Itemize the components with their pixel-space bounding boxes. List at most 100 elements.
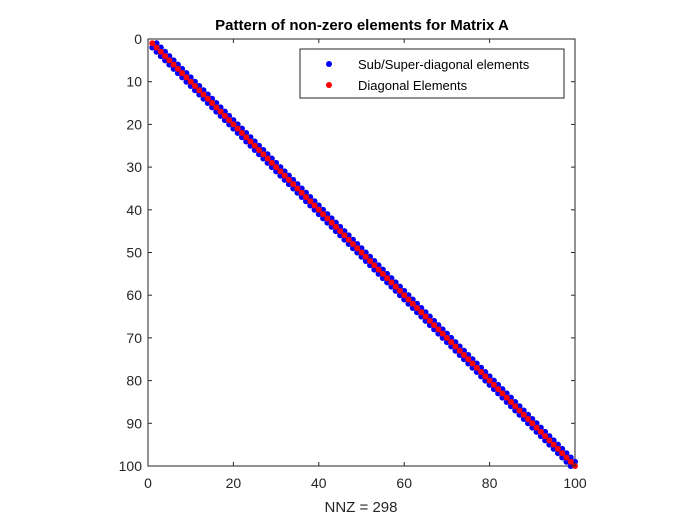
x-axis-label: NNZ = 298 (325, 499, 398, 516)
sub-diagonal-point (452, 347, 459, 354)
super-diagonal-point (537, 424, 544, 431)
sub-diagonal-point (324, 219, 331, 226)
diagonal-point (204, 95, 211, 102)
diagonal-point (243, 134, 250, 141)
sub-diagonal-point (238, 134, 245, 141)
sub-diagonal-point (298, 193, 305, 200)
super-diagonal-point (495, 381, 502, 388)
sub-diagonal-point (213, 108, 220, 115)
sub-diagonal-point (268, 164, 275, 171)
super-diagonal-point (204, 91, 211, 98)
diagonal-point (465, 356, 472, 363)
sub-diagonal-point (516, 411, 523, 418)
diagonal-point (268, 159, 275, 166)
diagonal-point (273, 164, 280, 171)
super-diagonal-point (388, 275, 395, 282)
diagonal-point (226, 117, 233, 124)
diagonal-point (367, 258, 374, 265)
diagonal-point (260, 151, 267, 158)
sub-diagonal-point (183, 78, 190, 85)
super-diagonal-point (290, 176, 297, 183)
diagonal-point (358, 249, 365, 256)
super-diagonal-point (567, 454, 574, 461)
sub-diagonal-point (559, 454, 566, 461)
diagonal-point (281, 172, 288, 179)
diagonal-point (503, 394, 510, 401)
sub-diagonal-point (290, 185, 297, 192)
sub-diagonal-point (311, 206, 318, 213)
super-diagonal-point (260, 147, 267, 154)
sub-diagonal-point (153, 48, 160, 55)
super-diagonal-point (448, 334, 455, 341)
diagonal-point (384, 275, 391, 282)
super-diagonal-point (221, 108, 228, 115)
diagonal-point (405, 296, 412, 303)
super-diagonal-point (422, 309, 429, 316)
y-tick-label: 100 (119, 458, 143, 474)
sub-diagonal-point (264, 159, 271, 166)
diagonal-point (469, 360, 476, 367)
diagonal-point (512, 403, 519, 410)
super-diagonal-point (247, 134, 254, 141)
legend-marker (326, 61, 332, 67)
super-diagonal-point (311, 198, 318, 205)
super-diagonal-point (298, 185, 305, 192)
sub-diagonal-point (482, 377, 489, 384)
super-diagonal-point (520, 407, 527, 414)
diagonal-point (149, 40, 156, 47)
diagonal-point (490, 381, 497, 388)
sub-diagonal-point (170, 65, 177, 72)
sub-diagonal-point (405, 300, 412, 307)
sub-diagonal-point (550, 445, 557, 452)
super-diagonal-point (166, 53, 173, 60)
diagonal-point (362, 253, 369, 260)
super-diagonal-point (550, 437, 557, 444)
sub-diagonal-point (221, 117, 228, 124)
diagonal-point (298, 189, 305, 196)
sub-diagonal-point (320, 215, 327, 222)
super-diagonal-point (503, 390, 510, 397)
sub-diagonal-point (328, 223, 335, 230)
sub-diagonal-point (448, 343, 455, 350)
super-diagonal-point (529, 416, 536, 423)
diagonal-point (499, 390, 506, 397)
sub-diagonal-point (307, 202, 314, 209)
x-tick-label: 80 (482, 475, 498, 491)
y-tick-label: 0 (134, 31, 142, 47)
sub-diagonal-point (388, 283, 395, 290)
super-diagonal-point (486, 373, 493, 380)
sub-diagonal-point (302, 198, 309, 205)
sub-diagonal-point (187, 82, 194, 89)
super-diagonal-point (256, 142, 263, 149)
sub-diagonal-point (332, 228, 339, 235)
diagonal-point (230, 121, 237, 128)
super-diagonal-point (332, 219, 339, 226)
super-diagonal-point (234, 121, 241, 128)
y-tick-label: 30 (126, 159, 142, 175)
diagonal-point (507, 398, 514, 405)
diagonal-point (196, 87, 203, 94)
diagonal-point (495, 386, 502, 393)
diagonal-point (349, 240, 356, 247)
super-diagonal-point (426, 313, 433, 320)
super-diagonal-point (307, 193, 314, 200)
y-tick-label: 60 (126, 287, 142, 303)
super-diagonal-point (405, 292, 412, 299)
sub-diagonal-point (533, 428, 540, 435)
diagonal-point (354, 245, 361, 252)
diagonal-point (311, 202, 318, 209)
sub-diagonal-point (337, 232, 344, 239)
diagonal-point (554, 445, 561, 452)
sub-diagonal-point (166, 61, 173, 68)
y-tick-label: 90 (126, 415, 142, 431)
diagonal-point (550, 441, 557, 448)
diagonal-point (200, 91, 207, 98)
diagonal-point (486, 377, 493, 384)
diagonal-point (221, 112, 228, 119)
legend: Sub/Super-diagonal elements Diagonal Elem… (299, 48, 565, 99)
super-diagonal-point (341, 228, 348, 235)
plot-marks (149, 40, 578, 469)
super-diagonal-point (572, 458, 578, 465)
diagonal-point (379, 270, 386, 277)
